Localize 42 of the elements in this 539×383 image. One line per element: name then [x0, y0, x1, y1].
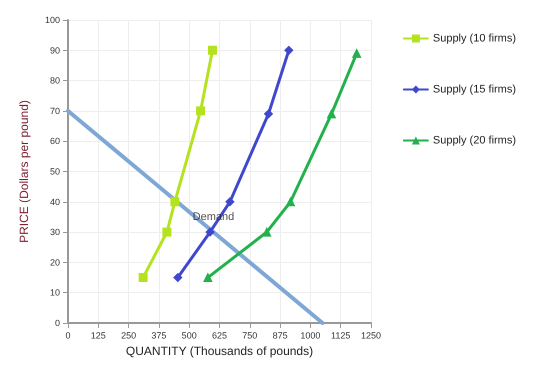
x-tick-label: 625	[212, 330, 228, 340]
point	[264, 109, 273, 118]
point	[138, 273, 148, 282]
point	[196, 106, 206, 116]
point	[173, 273, 182, 282]
point	[225, 197, 234, 206]
y-tick-label: 0	[54, 318, 60, 328]
x-tick-label: 750	[242, 330, 258, 340]
x-tick-label: 250	[121, 330, 136, 340]
point	[352, 48, 362, 58]
point	[262, 228, 272, 237]
x-tick-label: 500	[182, 330, 197, 340]
point	[326, 109, 336, 118]
point	[284, 46, 294, 55]
y-tick-label: 70	[50, 106, 60, 116]
point	[203, 273, 212, 282]
y-tick-label: 30	[50, 227, 60, 238]
y-tick-label: 20	[50, 257, 60, 268]
y-tick-label: 60	[50, 136, 60, 146]
point	[208, 46, 217, 55]
y-tick-label: 10	[50, 288, 60, 298]
point	[206, 228, 215, 237]
point	[170, 197, 180, 206]
point	[286, 197, 296, 206]
y-tick-label: 100	[44, 15, 60, 25]
legend-label: Supply (15 firms)	[432, 84, 516, 96]
legend-label: Supply (20 firms)	[432, 134, 516, 146]
x-tick-label: 1125	[331, 330, 350, 340]
point	[162, 228, 172, 237]
legend-label: Supply (10 firms)	[432, 32, 516, 44]
y-tick-label: 90	[50, 45, 60, 56]
x-axis-title: QUANTITY (Thousands of pounds)	[126, 344, 314, 358]
y-tick-label: 50	[50, 166, 60, 176]
x-tick-label: 1000	[300, 330, 320, 340]
x-tick-label: 0	[65, 330, 71, 340]
y-tick-label: 80	[50, 76, 60, 86]
y-axis-title: PRICE (Dollars per pound)	[17, 100, 31, 243]
x-tick-label: 875	[272, 330, 288, 340]
x-tick-label: 375	[151, 330, 166, 340]
x-tick-label: 125	[90, 330, 106, 340]
y-tick-label: 40	[50, 196, 60, 207]
x-tick-label: 1250	[360, 330, 382, 340]
